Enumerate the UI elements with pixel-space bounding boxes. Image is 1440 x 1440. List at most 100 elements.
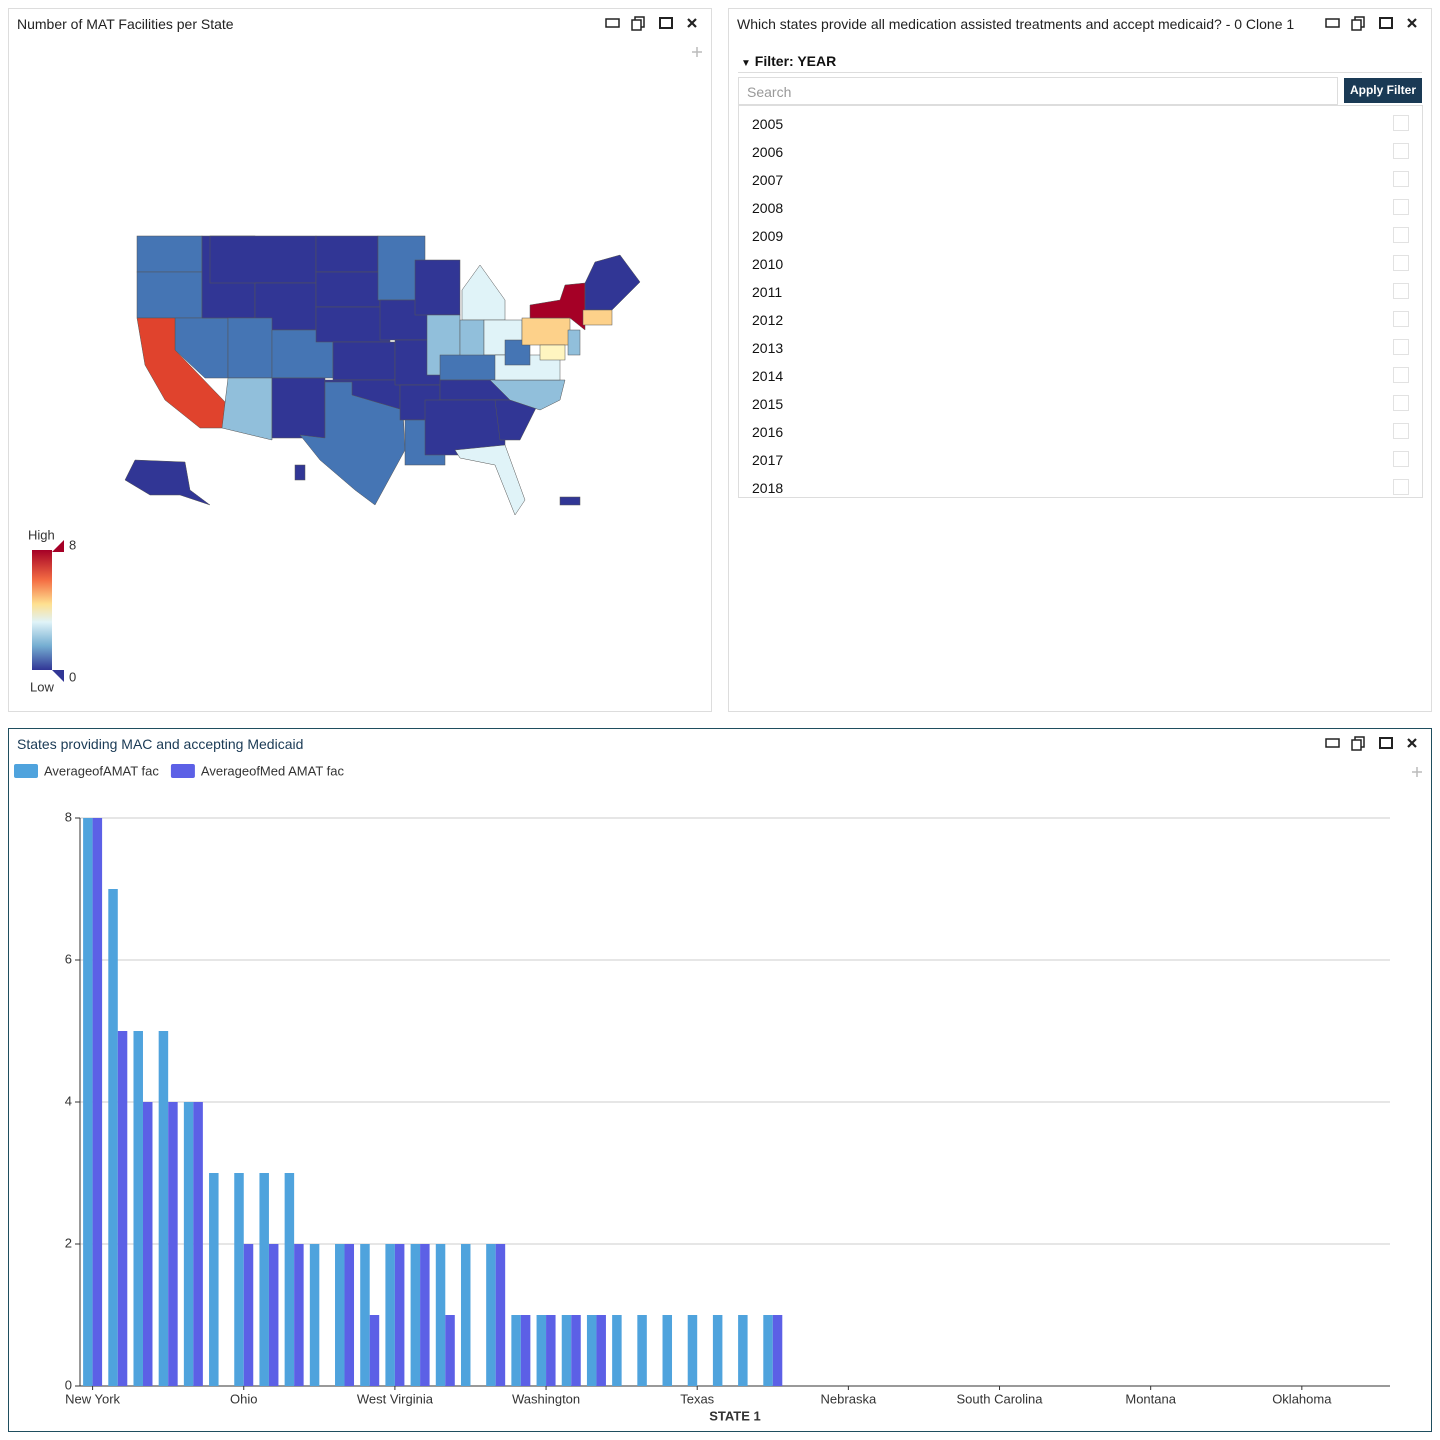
y-tick-label: 0 [65,1377,72,1392]
panel-toolbar [1325,736,1417,751]
panel-title: Number of MAT Facilities per State [17,16,234,32]
close-icon[interactable] [1407,18,1417,28]
bar [495,1244,506,1386]
bar [335,1244,345,1386]
bar [394,1244,405,1386]
checkbox[interactable] [1393,255,1409,271]
checkbox[interactable] [1393,227,1409,243]
bar [117,1031,128,1386]
year-option[interactable]: 2007 [752,172,784,188]
bar [268,1244,279,1386]
keyboard-icon[interactable] [1325,738,1340,748]
bar [763,1315,773,1386]
x-tick-label: South Carolina [957,1391,1044,1406]
keyboard-icon[interactable] [1325,18,1340,28]
year-option[interactable]: 2010 [752,256,784,272]
bar [309,1244,320,1386]
year-option[interactable]: 2015 [752,396,784,412]
checkbox[interactable] [1393,451,1409,467]
add-icon[interactable] [692,47,702,57]
bar [420,1244,430,1386]
bar [259,1173,269,1386]
legend-swatch[interactable] [14,764,38,778]
x-tick-label: West Virginia [357,1391,434,1406]
y-tick-label: 8 [65,809,72,824]
checkbox[interactable] [1393,283,1409,299]
year-option[interactable]: 2006 [752,144,784,160]
bar [142,1102,153,1386]
x-axis-title: STATE 1 [709,1408,761,1423]
bar [435,1244,446,1386]
year-option[interactable]: 2017 [752,452,784,468]
year-option[interactable]: 2011 [752,284,783,300]
checkbox[interactable] [1393,115,1409,131]
checkbox[interactable] [1393,479,1409,495]
maximize-icon[interactable] [1379,17,1393,29]
copy-icon[interactable] [1351,739,1362,751]
bar [687,1315,698,1386]
year-option[interactable]: 2012 [752,312,784,328]
bar [637,1315,647,1386]
bar [546,1315,556,1386]
bar [243,1244,254,1386]
checkbox[interactable] [1393,199,1409,215]
bar [486,1244,496,1386]
apply-button[interactable]: Apply Filter [1344,78,1422,103]
bar [410,1244,421,1386]
bar [596,1315,606,1386]
checkbox[interactable] [1393,171,1409,187]
filter-panel: Which states provide all medication assi… [728,8,1432,712]
maximize-icon[interactable] [659,17,673,29]
year-option[interactable]: 2009 [752,228,784,244]
close-icon[interactable] [1407,738,1417,748]
checkbox[interactable] [1393,339,1409,355]
checkbox[interactable] [1393,395,1409,411]
bar [612,1315,622,1386]
y-tick-label: 4 [65,1093,72,1108]
bar [108,889,118,1386]
checkbox[interactable] [1393,367,1409,383]
filter-label[interactable]: ▼ Filter: YEAR [741,53,837,69]
year-option[interactable]: 2008 [752,200,784,216]
year-option[interactable]: 2013 [752,340,784,356]
checkbox[interactable] [1393,143,1409,159]
search-input[interactable]: Search [738,77,1338,105]
bar [344,1244,355,1386]
close-icon[interactable] [687,18,697,28]
bar [360,1244,370,1386]
bar [586,1315,597,1386]
year-option[interactable]: 2018 [752,480,784,496]
checkbox[interactable] [1393,311,1409,327]
bar [738,1315,748,1386]
scale-cap [52,670,64,682]
legend-swatch[interactable] [170,764,195,778]
x-tick-label: Washington [512,1391,580,1406]
year-option[interactable]: 2014 [752,368,784,384]
bar [234,1173,244,1386]
bar [571,1315,581,1386]
add-icon[interactable] [1412,767,1422,777]
bar [662,1315,673,1386]
bar [460,1244,471,1386]
filter-label-text: Filter: YEAR [754,53,837,69]
bar [536,1315,547,1386]
year-list: 2005 2006 2007 2008 2009 2010 2011 2012 2013 2014… [738,105,1423,498]
bar [83,818,93,1386]
x-tick-label: Montana [1125,1391,1176,1406]
maximize-icon[interactable] [1379,737,1393,749]
year-option[interactable]: 2005 [752,116,784,132]
checkbox[interactable] [1393,423,1409,439]
keyboard-icon[interactable] [605,18,620,28]
copy-icon[interactable] [631,19,642,31]
copy-icon[interactable] [1351,19,1362,31]
x-tick-label: Oklahoma [1272,1391,1332,1406]
x-tick-label: Texas [680,1391,714,1406]
legend-label[interactable]: AverageofMed AMAT fac [201,763,345,778]
color-scale [32,550,52,670]
divider [738,72,1422,73]
legend-label[interactable]: AverageofAMAT fac [44,763,159,778]
year-option[interactable]: 2016 [752,424,784,440]
y-tick-label: 2 [65,1235,72,1250]
